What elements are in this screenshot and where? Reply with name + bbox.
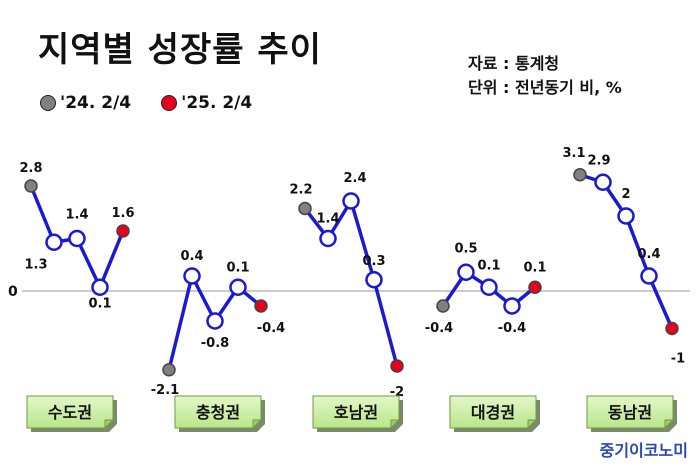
data-label: 2.9	[587, 153, 610, 168]
region-label: 동남권	[608, 403, 652, 422]
data-point	[229, 278, 247, 296]
region-tag: 동남권	[586, 395, 677, 432]
source-line: 자료 : 통계청	[468, 54, 560, 73]
data-point	[617, 207, 635, 225]
legend-label-last: '25. 2/4	[181, 93, 253, 113]
region-tag-fold	[527, 419, 538, 430]
data-label: -0.4	[425, 321, 453, 336]
region-tag-fold	[104, 419, 115, 430]
data-point	[162, 363, 176, 377]
data-label: 2.8	[19, 161, 42, 176]
data-point	[665, 321, 679, 336]
data-point	[298, 201, 312, 216]
data-point	[68, 229, 86, 248]
region-label: 호남권	[334, 403, 378, 422]
data-label: 0.1	[477, 258, 500, 273]
legend-label-first: '24. 2/4	[60, 93, 132, 113]
legend-item-first: '24. 2/4	[40, 93, 131, 113]
region-tag: 충청권	[174, 395, 265, 432]
unit-line: 단위 : 전년동기 비, %	[468, 78, 622, 97]
legend-dot-red-icon	[161, 95, 178, 111]
legend-item-last: '25. 2/4	[161, 93, 252, 113]
data-point	[365, 271, 383, 289]
data-label: 0.4	[180, 249, 203, 264]
data-point	[24, 179, 38, 193]
data-label: -0.8	[201, 336, 229, 351]
data-label: 2	[621, 187, 630, 202]
data-point	[319, 229, 337, 248]
region-label: 충청권	[196, 403, 240, 422]
data-label: -2.1	[151, 383, 179, 398]
brand-logo: 중기이코노미	[599, 441, 688, 460]
data-label: 0.1	[88, 296, 111, 311]
data-point	[342, 192, 360, 210]
region-tag-fold	[664, 419, 675, 430]
data-label: 2.2	[289, 183, 312, 198]
data-point	[528, 280, 542, 294]
data-label: 0.1	[523, 260, 546, 275]
data-label: 0.5	[454, 241, 477, 256]
source-info: 자료 : 통계청 단위 : 전년동기 비, %	[468, 52, 622, 100]
data-label: 2.4	[343, 171, 366, 186]
zero-label: 0	[8, 284, 18, 300]
data-point	[45, 233, 63, 251]
region-tag: 대경권	[449, 395, 540, 432]
legend-dot-gray-icon	[40, 95, 56, 111]
data-label: 3.1	[562, 146, 585, 161]
data-label: 1.3	[24, 257, 47, 272]
data-point	[390, 359, 404, 373]
region-tag-fold	[252, 419, 263, 430]
data-point	[480, 278, 498, 296]
data-label: 1.6	[111, 206, 134, 221]
data-point	[183, 267, 201, 285]
data-point	[254, 299, 268, 313]
data-point	[503, 297, 521, 315]
data-point	[206, 312, 224, 330]
data-label: -0.4	[498, 321, 526, 336]
region-label: 대경권	[471, 403, 515, 422]
region-tag: 호남권	[312, 395, 403, 432]
data-point	[91, 278, 109, 296]
data-point	[573, 168, 587, 182]
data-label: -0.4	[257, 321, 285, 336]
legend: '24. 2/4 '25. 2/4	[40, 93, 282, 113]
data-label: 1.4	[316, 212, 339, 227]
data-label: 1.4	[65, 208, 88, 223]
data-point	[594, 173, 612, 191]
chart-title: 지역별 성장률 추이	[38, 30, 322, 70]
data-point	[640, 267, 658, 285]
data-label: 0.1	[226, 260, 249, 275]
region-tag: 수도권	[26, 395, 117, 432]
data-point	[436, 299, 450, 313]
data-point	[457, 263, 475, 281]
data-point	[116, 224, 130, 238]
data-label: 0.3	[362, 254, 385, 269]
data-label: -1	[671, 352, 685, 367]
region-tag-fold	[390, 419, 401, 430]
data-label: 0.4	[637, 247, 660, 262]
region-label: 수도권	[48, 403, 92, 422]
